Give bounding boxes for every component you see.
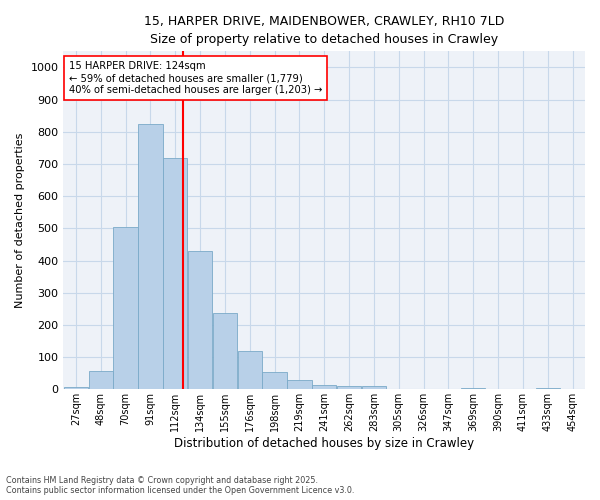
Text: 15 HARPER DRIVE: 124sqm
← 59% of detached houses are smaller (1,779)
40% of semi: 15 HARPER DRIVE: 124sqm ← 59% of detache… [68, 62, 322, 94]
Bar [312, 385, 337, 390]
Bar [188, 251, 212, 390]
Title: 15, HARPER DRIVE, MAIDENBOWER, CRAWLEY, RH10 7LD
Size of property relative to de: 15, HARPER DRIVE, MAIDENBOWER, CRAWLEY, … [144, 15, 505, 46]
Bar [461, 388, 485, 390]
Bar [64, 386, 88, 390]
Bar [89, 371, 113, 390]
Bar [287, 380, 311, 390]
Bar [337, 386, 361, 390]
Bar [536, 388, 560, 390]
Bar [238, 352, 262, 390]
Text: Contains HM Land Registry data © Crown copyright and database right 2025.
Contai: Contains HM Land Registry data © Crown c… [6, 476, 355, 495]
X-axis label: Distribution of detached houses by size in Crawley: Distribution of detached houses by size … [174, 437, 474, 450]
Bar [362, 386, 386, 390]
Bar [262, 372, 287, 390]
Bar [138, 124, 163, 390]
Y-axis label: Number of detached properties: Number of detached properties [15, 132, 25, 308]
Bar [212, 312, 237, 390]
Bar [113, 226, 137, 390]
Bar [163, 158, 187, 390]
